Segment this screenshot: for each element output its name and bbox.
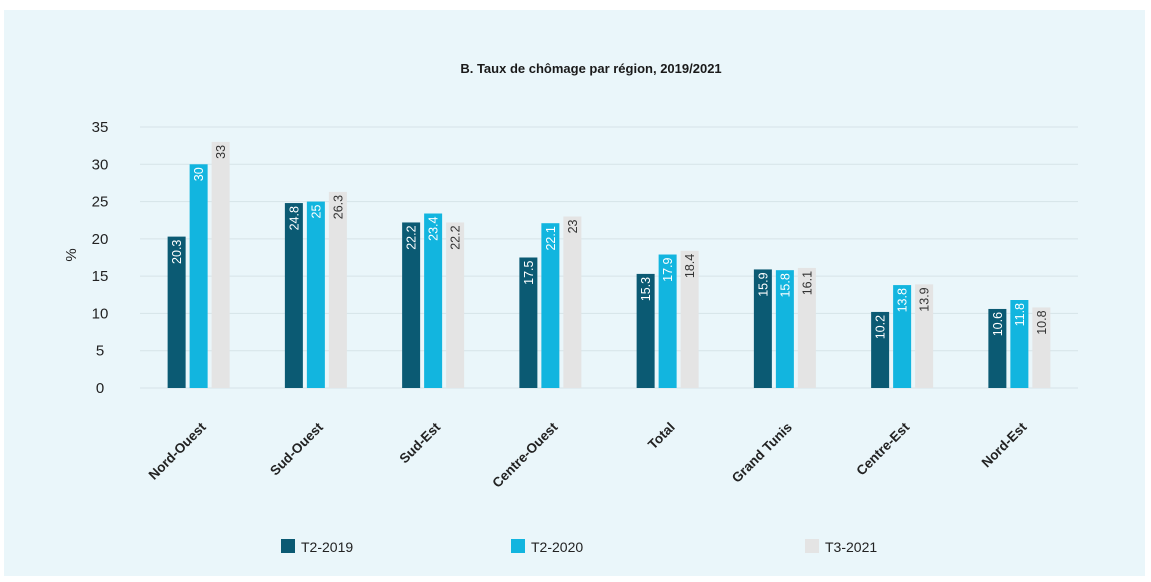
data-label: 13.9 <box>918 287 932 311</box>
data-labels: 20.3 30 33 24.8 25 26.3 22.2 23.4 22.2 17.5 22.1 23… <box>170 145 1049 339</box>
bar-grand-tunis-t2-2019 <box>753 269 772 388</box>
gridlines <box>140 126 1078 389</box>
bar-nord-ouest-t2-2020 <box>189 164 208 388</box>
bar-total-t2-2019 <box>636 273 655 388</box>
data-label: 22.1 <box>544 226 558 250</box>
y-tick-label: 0 <box>96 380 104 397</box>
bar-sud-ouest-t3-2021 <box>328 191 347 388</box>
x-axis-category-labels: Nord-Ouest Sud-Ouest Sud-Est Centre-Ouest To… <box>146 419 1030 490</box>
bar-total-t2-2020 <box>658 254 677 388</box>
data-label: 17.5 <box>522 260 536 284</box>
legend-item-t2-2020: T2-2020 <box>511 539 583 555</box>
data-label: 22.2 <box>449 225 463 249</box>
data-label: 33 <box>214 145 228 159</box>
legend-item-t2-2019: T2-2019 <box>281 539 353 555</box>
bar-sud-est-t2-2020 <box>424 213 443 388</box>
legend-swatch <box>281 539 295 553</box>
y-tick-label: 10 <box>92 305 109 322</box>
y-axis-label: % <box>63 248 80 261</box>
data-label: 22.2 <box>405 225 419 249</box>
bar-nord-ouest-t2-2019 <box>167 236 186 388</box>
y-axis-ticks: 0 5 10 15 20 25 30 35 <box>92 119 109 397</box>
data-label: 16.1 <box>800 271 814 295</box>
category-label-centre-est: Centre-Est <box>853 419 912 478</box>
bar-sud-ouest-t2-2019 <box>284 203 303 388</box>
bar-centre-ouest-t2-2019 <box>519 257 538 388</box>
bar-sud-ouest-t2-2020 <box>306 201 325 388</box>
data-label: 17.9 <box>661 257 675 281</box>
bar-sud-est-t2-2019 <box>402 222 421 388</box>
data-label: 24.8 <box>287 206 301 230</box>
bar-centre-est-t2-2019 <box>871 311 890 388</box>
data-label: 10.6 <box>991 312 1005 336</box>
data-label: 23.4 <box>427 216 441 240</box>
bar-nord-est-t2-2019 <box>988 308 1007 388</box>
y-tick-label: 15 <box>92 268 109 285</box>
y-tick-label: 20 <box>92 231 109 248</box>
category-label-total: Total <box>645 420 678 453</box>
data-label: 30 <box>192 167 206 181</box>
data-label: 20.3 <box>170 240 184 264</box>
bars <box>167 141 1051 388</box>
bar-centre-est-t3-2021 <box>915 284 934 388</box>
data-label: 26.3 <box>331 195 345 219</box>
data-label: 15.3 <box>639 277 653 301</box>
bar-chart: B. Taux de chômage par région, 2019/2021… <box>63 61 1078 555</box>
data-label: 25 <box>309 205 323 219</box>
bar-nord-est-t2-2020 <box>1010 300 1029 388</box>
legend-label: T3-2021 <box>825 539 877 555</box>
chart-panel: B. Taux de chômage par région, 2019/2021… <box>4 10 1145 576</box>
bar-centre-est-t2-2020 <box>893 285 912 388</box>
data-label: 10.2 <box>874 315 888 339</box>
data-label: 18.4 <box>683 254 697 278</box>
data-label: 15.8 <box>778 273 792 297</box>
category-label-sud-ouest: Sud-Ouest <box>267 419 326 478</box>
bar-grand-tunis-t3-2021 <box>797 267 816 388</box>
data-label: 11.8 <box>1013 303 1027 326</box>
bar-nord-est-t3-2021 <box>1032 307 1051 388</box>
category-label-nord-est: Nord-Est <box>979 419 1030 470</box>
legend: T2-2019 T2-2020 T3-2021 <box>281 539 877 555</box>
legend-label: T2-2019 <box>301 539 353 555</box>
category-label-sud-est: Sud-Est <box>397 419 444 466</box>
data-label: 10.8 <box>1035 310 1049 334</box>
bar-sud-est-t3-2021 <box>446 222 465 388</box>
bar-centre-ouest-t3-2021 <box>563 216 582 388</box>
category-label-grand-tunis: Grand Tunis <box>729 420 795 486</box>
bar-nord-ouest-t3-2021 <box>211 141 230 388</box>
data-label: 13.8 <box>896 288 910 312</box>
y-tick-label: 30 <box>92 156 109 173</box>
y-tick-label: 35 <box>92 119 109 136</box>
legend-item-t3-2021: T3-2021 <box>805 539 877 555</box>
legend-swatch <box>511 539 525 553</box>
y-tick-label: 25 <box>92 194 109 211</box>
legend-label: T2-2020 <box>531 539 583 555</box>
chart-title: B. Taux de chômage par région, 2019/2021 <box>460 61 721 76</box>
data-label: 15.9 <box>756 272 770 296</box>
bar-grand-tunis-t2-2020 <box>775 270 794 388</box>
bar-total-t3-2021 <box>680 250 699 388</box>
category-label-centre-ouest: Centre-Ouest <box>489 419 560 490</box>
data-label: 23 <box>566 219 580 233</box>
legend-swatch <box>805 539 819 553</box>
bar-centre-ouest-t2-2020 <box>541 223 560 388</box>
y-tick-label: 5 <box>96 343 104 360</box>
category-label-nord-ouest: Nord-Ouest <box>146 419 209 482</box>
